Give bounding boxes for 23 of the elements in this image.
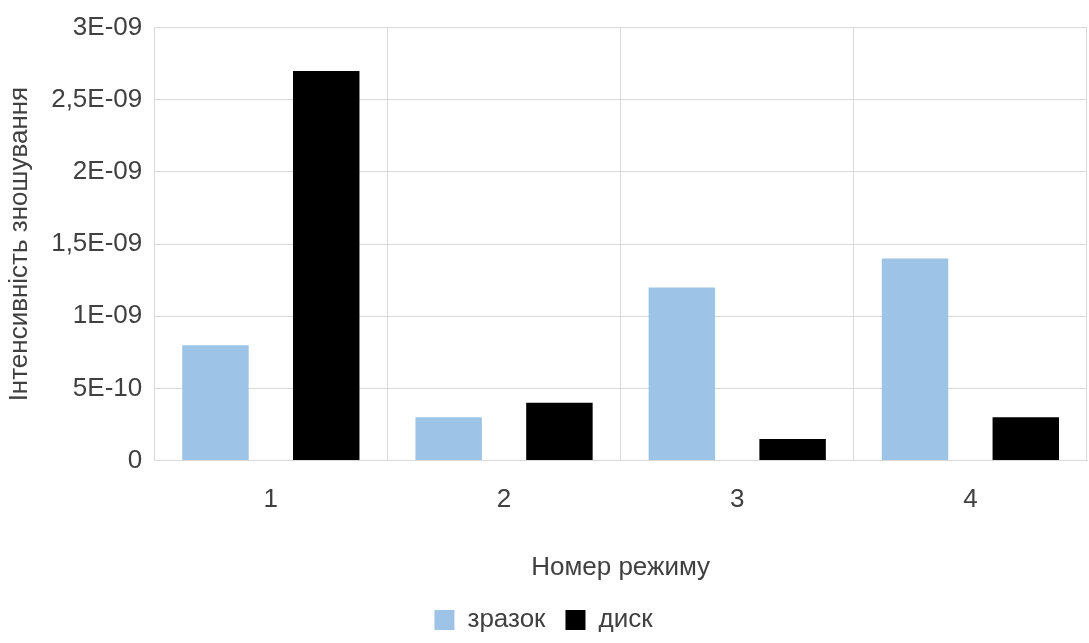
y-axis-title: Інтенсивність зношування [2,86,33,402]
bar [526,402,593,461]
legend-label: зразок [467,603,547,634]
legend-label: диск [598,603,654,634]
bar [415,417,482,461]
x-tick-label: 4 [963,483,978,514]
y-tick-label: 3E-09 [72,10,143,41]
y-tick-label: 2E-09 [72,155,143,186]
bar [293,70,360,461]
x-tick-label: 1 [263,483,279,514]
x-tick-label: 2 [496,483,512,514]
x-axis-title: Номер режиму [531,550,711,581]
y-tick-label: 5E-10 [72,371,143,402]
bar [881,258,949,461]
x-tick-label: 3 [729,483,745,514]
y-tick-label: 1,5E-09 [51,227,143,258]
bar [992,417,1060,461]
y-tick-label: 1E-09 [72,299,143,330]
y-tick-label: 0 [127,443,143,474]
bar [182,345,249,461]
y-tick-label: 2,5E-09 [51,82,143,113]
bar [759,438,826,461]
bar [648,287,716,461]
